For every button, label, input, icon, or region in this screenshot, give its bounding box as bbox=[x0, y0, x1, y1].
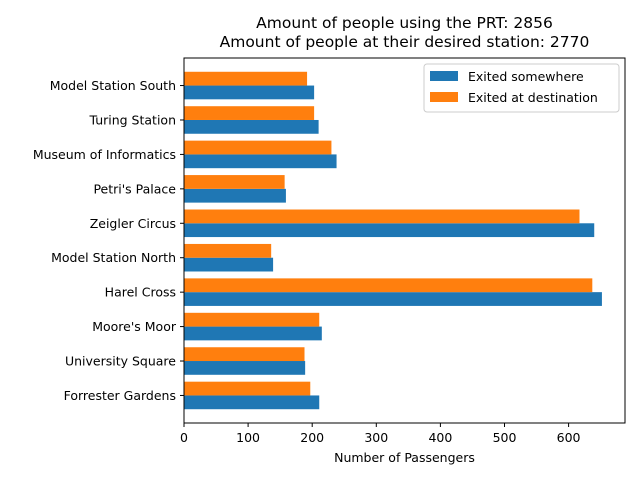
bar-exited-at-destination-4 bbox=[184, 209, 580, 224]
bar-exited-somewhere-4 bbox=[184, 223, 595, 238]
legend-swatch-0 bbox=[430, 71, 458, 81]
y-tick-label-8: University Square bbox=[65, 354, 176, 369]
bar-exited-at-destination-7 bbox=[184, 312, 320, 327]
y-tick-label-0: Model Station South bbox=[50, 78, 176, 93]
bars-group bbox=[184, 71, 602, 410]
legend-box bbox=[423, 63, 620, 113]
y-tick-label-3: Petri's Palace bbox=[93, 181, 176, 196]
x-tick-label-5: 500 bbox=[493, 430, 517, 445]
bar-exited-at-destination-0 bbox=[184, 71, 308, 86]
bar-exited-somewhere-5 bbox=[184, 257, 274, 272]
bar-exited-at-destination-6 bbox=[184, 278, 593, 293]
x-tick-label-4: 400 bbox=[428, 430, 452, 445]
bar-exited-at-destination-9 bbox=[184, 381, 311, 396]
legend: Exited somewhere Exited at destination bbox=[423, 63, 620, 113]
bar-exited-somewhere-6 bbox=[184, 292, 602, 306]
y-tick-label-1: Turing Station bbox=[88, 112, 176, 127]
x-tick-label-1: 100 bbox=[236, 430, 260, 445]
chart-title: Amount of people using the PRT: 2856Amou… bbox=[220, 14, 590, 51]
y-tick-label-7: Moore's Moor bbox=[92, 319, 177, 334]
axes-frame bbox=[183, 57, 626, 424]
bar-exited-somewhere-0 bbox=[184, 85, 315, 100]
bar-exited-at-destination-5 bbox=[184, 243, 272, 258]
legend-label-0: Exited somewhere bbox=[468, 69, 584, 84]
bar-exited-at-destination-8 bbox=[184, 347, 305, 362]
y-tick-label-2: Museum of Informatics bbox=[33, 147, 176, 162]
legend-swatch-1 bbox=[430, 92, 458, 102]
chart-title-line-2: Amount of people at their desired statio… bbox=[220, 33, 590, 51]
bar-exited-at-destination-3 bbox=[184, 175, 285, 189]
y-axis-ticks: Model Station South Turing Station Museum … bbox=[33, 78, 184, 403]
bar-exited-somewhere-7 bbox=[184, 326, 322, 341]
bar-exited-at-destination-1 bbox=[184, 106, 315, 120]
bar-exited-at-destination-2 bbox=[184, 140, 332, 155]
bar-exited-somewhere-8 bbox=[184, 361, 306, 375]
x-tick-label-2: 200 bbox=[300, 430, 324, 445]
x-tick-label-0: 0 bbox=[180, 430, 188, 445]
chart-title-line-1: Amount of people using the PRT: 2856 bbox=[256, 14, 553, 32]
y-tick-label-4: Zeigler Circus bbox=[90, 216, 176, 231]
y-tick-label-6: Harel Cross bbox=[105, 285, 176, 300]
bar-exited-somewhere-3 bbox=[184, 188, 286, 203]
y-tick-label-5: Model Station North bbox=[51, 250, 176, 265]
x-axis-ticks: 0 100 200 300 400 500 600 bbox=[180, 423, 581, 445]
bar-exited-somewhere-1 bbox=[184, 119, 319, 134]
y-tick-label-9: Forrester Gardens bbox=[64, 388, 176, 403]
x-tick-label-3: 300 bbox=[364, 430, 388, 445]
bar-exited-somewhere-9 bbox=[184, 395, 320, 410]
x-axis-label: Number of Passengers bbox=[334, 450, 475, 465]
x-tick-label-6: 600 bbox=[557, 430, 581, 445]
bar-exited-somewhere-2 bbox=[184, 154, 337, 169]
legend-label-1: Exited at destination bbox=[468, 90, 598, 105]
